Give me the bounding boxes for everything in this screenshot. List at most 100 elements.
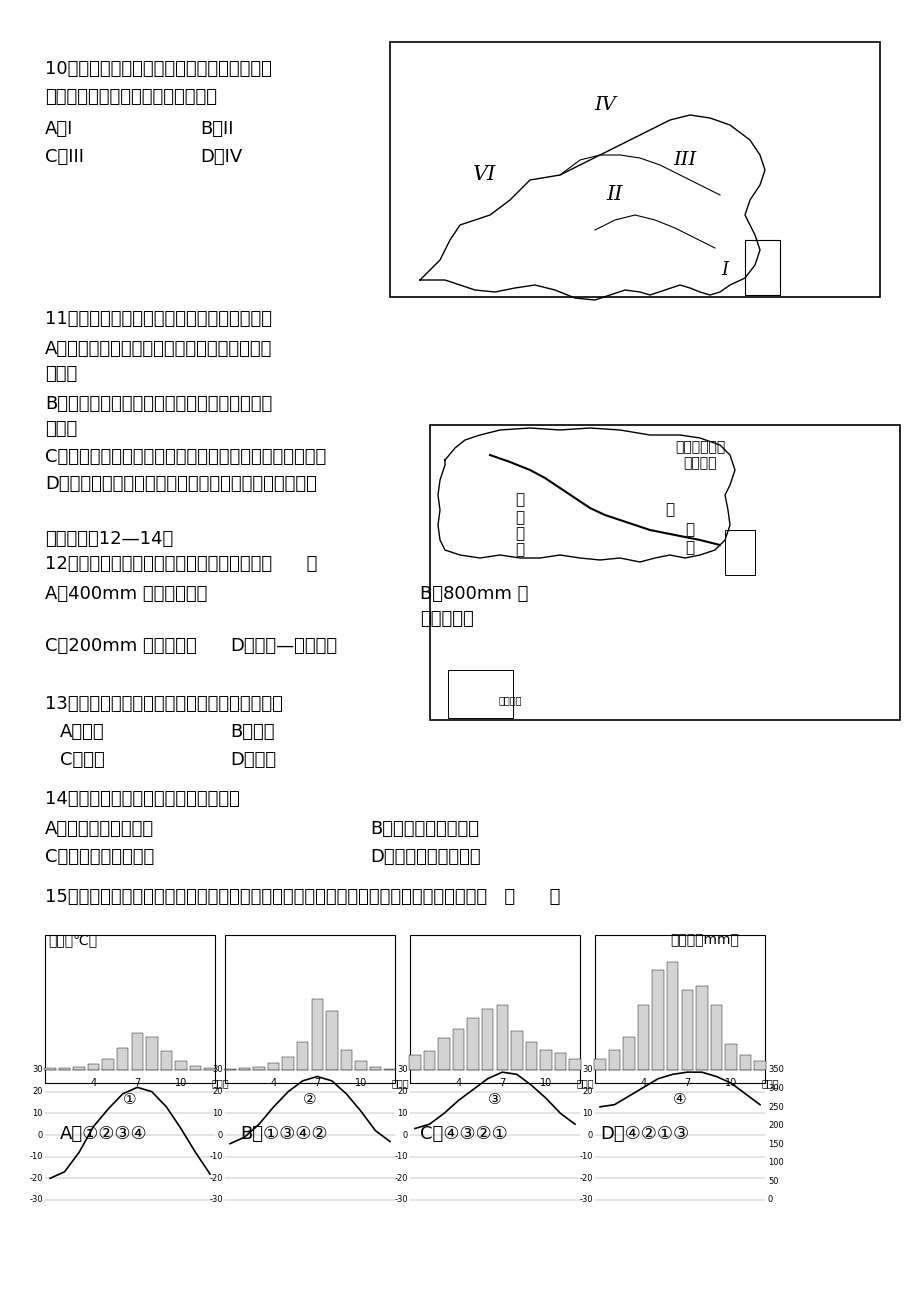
Text: B．800mm 年: B．800mm 年 xyxy=(420,585,528,603)
Bar xyxy=(146,1036,157,1070)
Bar xyxy=(204,1068,215,1070)
Bar xyxy=(696,987,707,1070)
Text: 30: 30 xyxy=(212,1065,222,1074)
Text: 区: 区 xyxy=(515,543,524,557)
Bar xyxy=(681,990,692,1070)
Text: 4: 4 xyxy=(90,1078,96,1088)
Bar xyxy=(74,1068,85,1070)
Text: I: I xyxy=(720,260,728,279)
Bar xyxy=(744,240,779,296)
Bar xyxy=(225,935,394,1083)
Text: 等降水量线: 等降水量线 xyxy=(420,611,473,628)
Text: C．热带主要分布在云南、广东、台湾三省的南部和海南省: C．热带主要分布在云南、广东、台湾三省的南部和海南省 xyxy=(45,448,326,466)
Text: 降水量（mm）: 降水量（mm） xyxy=(669,934,738,947)
Text: 来划分的，其中属于暖温带的是（）: 来划分的，其中属于暖温带的是（） xyxy=(45,89,217,105)
Bar xyxy=(253,1068,265,1070)
Text: 区: 区 xyxy=(685,540,694,556)
Text: 7: 7 xyxy=(684,1078,689,1088)
Bar xyxy=(652,970,664,1070)
Text: -30: -30 xyxy=(394,1195,407,1204)
Text: 4: 4 xyxy=(270,1078,277,1088)
Text: 12、我国季风区和非季风区的分界线大致沿（      ）: 12、我国季风区和非季风区的分界线大致沿（ ） xyxy=(45,555,317,573)
Bar xyxy=(88,1065,99,1070)
Text: 7: 7 xyxy=(313,1078,320,1088)
Text: 10、温度带是根据各地获得太阳辐射量的多少: 10、温度带是根据各地获得太阳辐射量的多少 xyxy=(45,60,272,78)
Text: 南海诸岛: 南海诸岛 xyxy=(498,695,521,704)
Text: B．从西南向东北递减: B．从西南向东北递减 xyxy=(369,820,479,838)
Bar xyxy=(437,1039,449,1070)
Text: （月）: （月） xyxy=(391,1078,409,1088)
Text: 中国季风区和: 中国季风区和 xyxy=(675,440,724,454)
Bar xyxy=(482,1009,493,1070)
Text: ③: ③ xyxy=(488,1092,501,1107)
Text: A．春季: A．春季 xyxy=(60,723,105,741)
Bar xyxy=(754,1061,765,1070)
Bar xyxy=(390,42,879,297)
Text: 14、我国年降水量的分布总趋势是（）: 14、我国年降水量的分布总趋势是（） xyxy=(45,790,240,809)
Bar xyxy=(410,935,579,1083)
Bar xyxy=(355,1061,367,1070)
Text: 贵高原: 贵高原 xyxy=(45,365,77,383)
Text: -10: -10 xyxy=(210,1152,222,1161)
Text: 200: 200 xyxy=(767,1121,783,1130)
Bar xyxy=(511,1031,522,1070)
Bar xyxy=(117,1048,129,1070)
Text: 30: 30 xyxy=(582,1065,593,1074)
Text: 100: 100 xyxy=(767,1159,783,1168)
Text: 250: 250 xyxy=(767,1103,783,1112)
Bar xyxy=(189,1066,201,1070)
Bar xyxy=(297,1042,308,1070)
Bar xyxy=(131,1032,142,1070)
Bar xyxy=(554,1053,565,1070)
Text: 10: 10 xyxy=(724,1078,736,1088)
Text: D．IV: D．IV xyxy=(199,148,242,165)
Text: 20: 20 xyxy=(32,1087,43,1096)
Bar xyxy=(724,1044,736,1070)
Text: A．I: A．I xyxy=(45,120,74,138)
Text: 0: 0 xyxy=(403,1130,407,1139)
Text: 350: 350 xyxy=(767,1065,783,1074)
Text: 11、下列关于温度带信息说法不正确的是（）: 11、下列关于温度带信息说法不正确的是（） xyxy=(45,310,272,328)
Text: ④: ④ xyxy=(673,1092,686,1107)
Text: A．亚热带主要分布在东南丘陵、四川盆地和云: A．亚热带主要分布在东南丘陵、四川盆地和云 xyxy=(45,340,272,358)
Text: B．①③④②: B．①③④② xyxy=(240,1125,327,1143)
Text: -20: -20 xyxy=(210,1174,222,1182)
Text: -20: -20 xyxy=(394,1174,407,1182)
Bar xyxy=(739,1055,750,1070)
Text: 20: 20 xyxy=(397,1087,407,1096)
Bar xyxy=(595,935,765,1083)
Text: 10: 10 xyxy=(355,1078,367,1088)
Text: 10: 10 xyxy=(212,1109,222,1118)
Text: 季: 季 xyxy=(664,503,674,517)
Bar xyxy=(448,671,513,717)
Bar xyxy=(539,1049,551,1070)
Bar xyxy=(525,1042,537,1070)
Text: 气温（℃）: 气温（℃） xyxy=(48,934,97,947)
Text: 30: 30 xyxy=(397,1065,407,1074)
Text: D．④②①③: D．④②①③ xyxy=(599,1125,688,1143)
Bar xyxy=(429,424,899,720)
Bar xyxy=(59,1068,70,1070)
Bar xyxy=(175,1061,187,1070)
Bar xyxy=(724,530,754,575)
Bar xyxy=(452,1029,464,1070)
Text: 0: 0 xyxy=(218,1130,222,1139)
Text: D．冬季: D．冬季 xyxy=(230,751,276,769)
Text: A．从东北向西南递减: A．从东北向西南递减 xyxy=(45,820,154,838)
Bar xyxy=(102,1059,114,1070)
Text: C．从东南向西北递增: C．从东南向西北递增 xyxy=(45,848,154,866)
Text: -30: -30 xyxy=(29,1195,43,1204)
Text: 10: 10 xyxy=(175,1078,187,1088)
Text: 7: 7 xyxy=(499,1078,505,1088)
Text: III: III xyxy=(673,151,696,169)
Bar xyxy=(424,1052,435,1070)
Text: -10: -10 xyxy=(394,1152,407,1161)
Bar xyxy=(267,1062,279,1070)
Text: -20: -20 xyxy=(579,1174,593,1182)
Text: D．从东南向西北递减: D．从东南向西北递减 xyxy=(369,848,480,866)
Text: ②: ② xyxy=(303,1092,316,1107)
Bar xyxy=(467,1018,479,1070)
Text: （月）: （月） xyxy=(576,1078,594,1088)
Text: 10: 10 xyxy=(582,1109,593,1118)
Text: 4: 4 xyxy=(640,1078,646,1088)
